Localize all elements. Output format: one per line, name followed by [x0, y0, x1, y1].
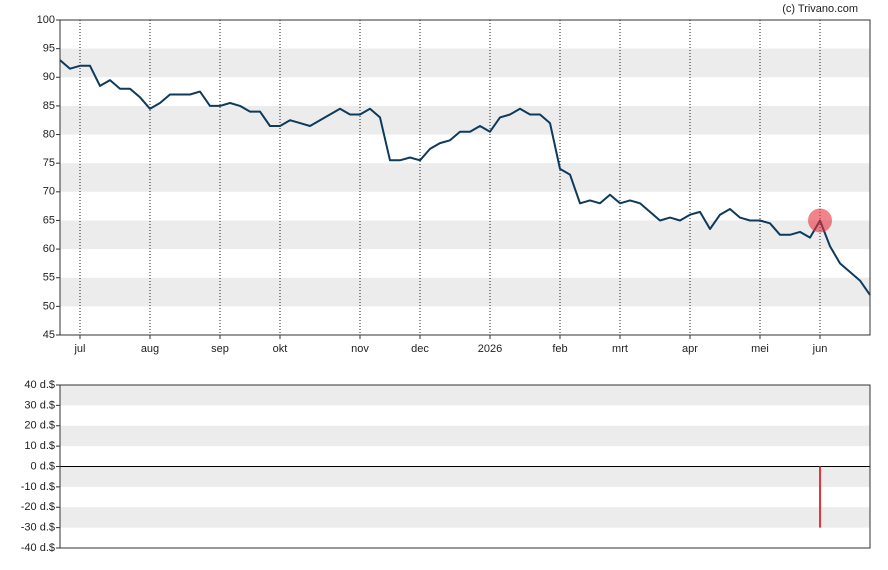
y-tick-label: -30 d.$ — [21, 522, 55, 534]
plot-frame — [59, 19, 871, 336]
x-tick-label: dec — [411, 343, 429, 355]
grid-band — [60, 507, 870, 528]
x-tick-label: mei — [751, 343, 769, 355]
y-tick-label: 60 — [43, 243, 55, 255]
y-tick-label: 100 — [37, 14, 55, 26]
y-tick-label: 30 d.$ — [24, 399, 55, 411]
grid-band — [60, 277, 870, 307]
grid-band — [60, 48, 870, 78]
x-tick-label: apr — [682, 343, 698, 355]
grid-band — [60, 220, 870, 250]
grid-band — [60, 425, 870, 447]
y-tick-label: 50 — [43, 300, 55, 312]
x-tick-label: 2026 — [478, 343, 502, 355]
x-tick-label: nov — [351, 343, 369, 355]
y-tick-label: 65 — [43, 214, 55, 226]
x-tick-label: mrt — [612, 343, 628, 355]
plot-frame — [59, 384, 871, 549]
y-tick-label: 90 — [43, 71, 55, 83]
y-tick-label: 45 — [43, 329, 55, 341]
y-tick-label: -10 d.$ — [21, 481, 55, 493]
y-tick-label: 70 — [43, 186, 55, 198]
y-tick-label: 0 d.$ — [31, 460, 55, 472]
y-tick-label: 20 d.$ — [24, 420, 55, 432]
y-tick-label: 80 — [43, 128, 55, 140]
transaction-marker — [808, 208, 832, 233]
y-tick-label: -20 d.$ — [21, 501, 55, 513]
y-tick-label: 10 d.$ — [24, 440, 55, 452]
x-tick-label: feb — [552, 343, 567, 355]
x-tick-label: jul — [73, 343, 85, 355]
y-tick-label: -40 d.$ — [21, 542, 55, 554]
x-tick-label: sep — [211, 343, 229, 355]
y-tick-label: 95 — [43, 43, 55, 55]
grid-band — [60, 163, 870, 192]
source-credit: (c) Trivano.com — [782, 3, 858, 15]
grid-band — [60, 105, 870, 135]
grid-band — [60, 385, 870, 406]
grid-band — [60, 466, 870, 487]
x-tick-label: okt — [273, 343, 288, 355]
x-tick-label: jun — [812, 343, 828, 355]
y-tick-label: 75 — [43, 157, 55, 169]
y-tick-label: 55 — [43, 272, 55, 284]
price-line — [59, 59, 871, 296]
y-tick-label: 85 — [43, 100, 55, 112]
x-tick-label: aug — [141, 343, 159, 355]
y-tick-label: 40 d.$ — [24, 379, 55, 391]
